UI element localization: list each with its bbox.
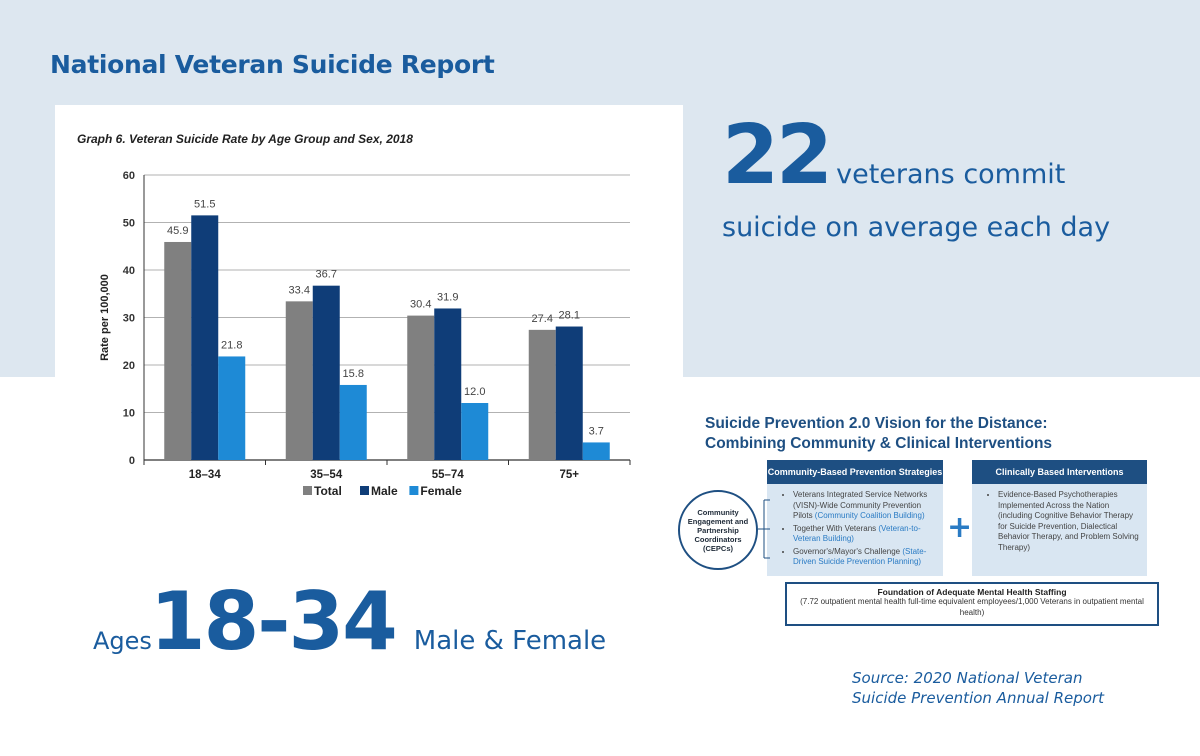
data-label: 12.0	[464, 386, 485, 398]
stat-headline: 22 veterans commit	[722, 112, 1065, 200]
ages-prefix: Ages	[93, 627, 152, 655]
y-tick-label: 10	[123, 408, 135, 420]
legend-label-male: Male	[371, 484, 398, 498]
vision-title-line1: Suicide Prevention 2.0 Vision for the Di…	[705, 415, 1048, 432]
connector-lines	[758, 499, 770, 559]
legend-label-female: Female	[420, 484, 462, 498]
data-label: 15.8	[343, 368, 364, 380]
bar-female	[461, 403, 489, 460]
y-tick-label: 30	[123, 313, 135, 325]
source-line1: Source: 2020 National Veteran	[852, 669, 1083, 687]
y-axis-label: Rate per 100,000	[99, 274, 111, 361]
data-label: 36.7	[316, 269, 337, 281]
bar-female	[339, 384, 367, 460]
data-label: 31.9	[437, 291, 458, 303]
stat-number: 22	[722, 108, 833, 203]
bar-female	[218, 356, 246, 460]
community-strategies-header: Community-Based Prevention Strategies	[767, 460, 943, 484]
bar-chart: 0 10 20 30 40 50 60 Rate per 100,000 45.9 51.5 21.…	[99, 170, 631, 498]
clinical-interventions-header: Clinically Based Interventions	[972, 460, 1147, 484]
source-line2: Suicide Prevention Annual Report	[852, 689, 1104, 707]
list-item: Veterans Integrated Service Networks (VI…	[793, 490, 935, 522]
y-tick-label: 0	[129, 455, 135, 467]
list-item: Evidence-Based Psychotherapies Implement…	[998, 490, 1139, 553]
chart-card: Graph 6. Veteran Suicide Rate by Age Gro…	[55, 105, 683, 520]
bar-total	[285, 301, 313, 460]
bar-total	[407, 315, 435, 460]
foundation-text: (7.72 outpatient mental health full-time…	[800, 597, 1144, 617]
ages-range: 18-34	[149, 575, 398, 668]
vision-title-line2: Combining Community & Clinical Intervent…	[705, 435, 1053, 452]
ages-callout: Ages18-34 Male & Female	[93, 575, 606, 668]
bar-total	[528, 329, 556, 460]
ages-suffix: Male & Female	[413, 626, 607, 656]
y-tick-label: 60	[123, 170, 135, 182]
chart-title: Graph 6. Veteran Suicide Rate by Age Gro…	[77, 132, 413, 146]
x-tick-label: 18–34	[189, 469, 222, 481]
legend-swatch-female	[409, 486, 419, 495]
clinical-interventions-list: Evidence-Based Psychotherapies Implement…	[972, 484, 1147, 576]
bar-male	[191, 215, 219, 460]
data-label: 28.1	[559, 310, 580, 322]
foundation-title: Foundation of Adequate Mental Health Sta…	[877, 587, 1067, 597]
bar-total	[164, 241, 192, 460]
legend-swatch-total	[303, 486, 312, 495]
y-tick-label: 40	[123, 265, 135, 277]
data-label: 27.4	[532, 313, 553, 325]
x-tick-label: 55–74	[432, 469, 465, 481]
bar-male	[555, 326, 583, 460]
data-label: 33.4	[289, 284, 310, 296]
data-label: 45.9	[167, 225, 188, 237]
list-item: Governor's/Mayor's Challenge (State-Driv…	[793, 547, 935, 568]
bar-male	[434, 308, 462, 460]
stat-text-line2: suicide on average each day	[722, 212, 1111, 243]
community-strategies-list: Veterans Integrated Service Networks (VI…	[767, 484, 943, 576]
plus-icon: +	[947, 510, 973, 545]
data-label: 21.8	[221, 339, 242, 351]
bar-female	[582, 442, 610, 460]
data-label: 51.5	[194, 198, 215, 210]
list-item: Together With Veterans (Veteran-to-Veter…	[793, 524, 935, 545]
legend-label-total: Total	[314, 484, 342, 498]
cepc-circle: Community Engagement and Partnership Coo…	[678, 490, 758, 570]
stat-text-line1: veterans commit	[836, 159, 1066, 190]
foundation-box: Foundation of Adequate Mental Health Sta…	[785, 582, 1159, 626]
y-tick-label: 20	[123, 360, 135, 372]
x-tick-label: 75+	[559, 469, 579, 481]
vision-diagram: Suicide Prevention 2.0 Vision for the Di…	[678, 414, 1175, 629]
data-label: 30.4	[410, 299, 431, 311]
y-tick-label: 50	[123, 218, 135, 230]
bar-male	[312, 285, 340, 460]
source-citation: Source: 2020 National Veteran Suicide Pr…	[852, 668, 1172, 708]
x-tick-label: 35–54	[310, 469, 343, 481]
data-label: 3.7	[589, 425, 604, 437]
legend-swatch-male	[360, 486, 369, 495]
vision-title: Suicide Prevention 2.0 Vision for the Di…	[705, 414, 1175, 454]
page-title: National Veteran Suicide Report	[50, 50, 495, 79]
